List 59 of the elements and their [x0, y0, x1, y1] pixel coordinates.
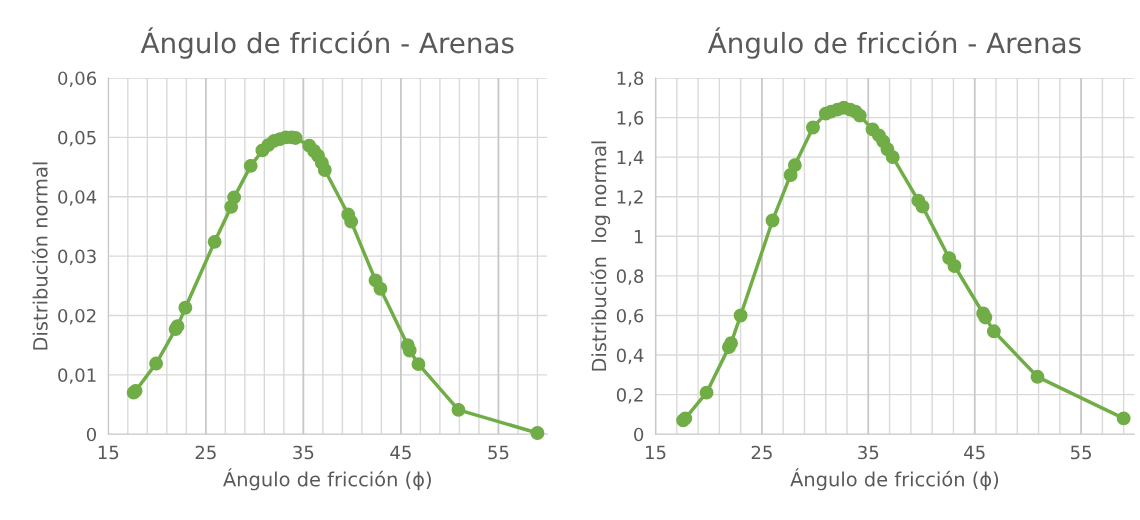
x-tick-label: 55	[488, 445, 509, 460]
point	[806, 120, 820, 135]
point	[344, 214, 359, 229]
y-tick-label: 1	[634, 230, 643, 244]
point	[530, 426, 545, 440]
point	[317, 163, 332, 177]
point	[451, 402, 466, 417]
point	[699, 385, 714, 400]
y-tick-label: 0,06	[58, 71, 97, 87]
y-tick-label: 0,8	[616, 269, 644, 285]
y-tick-label: 1,8	[617, 71, 644, 87]
point	[724, 336, 738, 351]
x-tick-label: 45	[390, 445, 411, 460]
point	[243, 158, 258, 173]
x-tick-label: 35	[858, 445, 879, 460]
point	[411, 357, 426, 372]
y-tick-label: 0,04	[58, 190, 97, 206]
x-tick-label: 25	[195, 445, 216, 460]
point	[1030, 369, 1045, 384]
point	[885, 150, 900, 165]
point	[1116, 411, 1131, 426]
y-tick-label: 0,05	[58, 130, 96, 147]
x-tick-label: 55	[1071, 445, 1092, 460]
y-tick-label: 1,2	[617, 190, 643, 206]
y-tick-label: 0,4	[616, 348, 644, 364]
point	[227, 190, 242, 205]
point	[986, 324, 1001, 339]
y-tick-label: 0	[634, 427, 644, 442]
point	[915, 199, 930, 214]
y-tick-label: 1,6	[617, 111, 644, 127]
x-tick-label: 25	[751, 445, 772, 460]
x-tick-label: 35	[293, 445, 314, 460]
point	[947, 259, 962, 273]
chart-title: Ángulo de fricción - Arenas	[707, 27, 1081, 59]
y-tick-label: 0,01	[58, 368, 96, 384]
point	[178, 300, 193, 315]
y-tick-label: 0,02	[58, 308, 96, 325]
x-tick-label: 15	[646, 445, 666, 460]
y-tick-label: 0	[86, 427, 96, 442]
point	[402, 343, 417, 358]
point	[765, 213, 780, 228]
y-axis-title: Distribución log normal	[590, 141, 611, 371]
point	[373, 281, 388, 296]
y-axis-title: Distribución normal	[31, 162, 48, 350]
y-tick-label: 0,03	[58, 249, 96, 266]
y-tick-label: 0,6	[616, 308, 644, 325]
point	[787, 158, 802, 173]
chart-title: Ángulo de fricción - Arenas	[140, 27, 514, 59]
point	[978, 310, 993, 325]
point	[852, 108, 867, 123]
point	[149, 356, 164, 371]
x-tick-label: 15	[98, 445, 119, 460]
point	[207, 234, 222, 249]
x-axis-title: Ángulo de fricción (ϕ)	[223, 468, 431, 491]
x-tick-label: 45	[964, 445, 985, 460]
y-tick-label: 1,4	[617, 150, 644, 167]
point	[733, 308, 748, 323]
y-tick-label: 0,2	[616, 388, 643, 404]
x-axis-title: Ángulo de fricción (ϕ)	[790, 468, 999, 491]
